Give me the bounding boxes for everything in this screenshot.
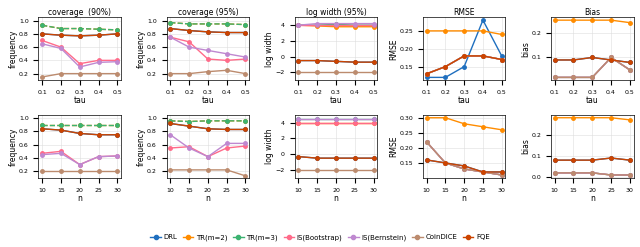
X-axis label: n: n	[333, 194, 339, 203]
Y-axis label: frequency: frequency	[8, 30, 17, 68]
X-axis label: tau: tau	[458, 96, 470, 105]
Y-axis label: RMSE: RMSE	[389, 38, 398, 60]
Y-axis label: frequency: frequency	[8, 127, 17, 165]
Title: RMSE: RMSE	[453, 7, 475, 17]
Title: coverage  (90%): coverage (90%)	[48, 7, 111, 17]
Title: coverage (95%): coverage (95%)	[177, 7, 238, 17]
Y-axis label: log width: log width	[266, 129, 275, 164]
Y-axis label: bias: bias	[521, 138, 530, 154]
X-axis label: tau: tau	[202, 96, 214, 105]
X-axis label: tau: tau	[74, 96, 86, 105]
X-axis label: n: n	[77, 194, 82, 203]
X-axis label: n: n	[205, 194, 211, 203]
X-axis label: n: n	[461, 194, 467, 203]
Y-axis label: frequency: frequency	[136, 127, 145, 165]
X-axis label: tau: tau	[330, 96, 342, 105]
Title: Bias: Bias	[584, 7, 600, 17]
Y-axis label: log width: log width	[266, 31, 275, 66]
Title: log width (95%): log width (95%)	[306, 7, 366, 17]
Y-axis label: RMSE: RMSE	[389, 136, 398, 157]
Legend: DRL, TR(m=2), TR(m=3), IS(Bootstrap), IS(Bernstein), CoinDICE, FQE: DRL, TR(m=2), TR(m=3), IS(Bootstrap), IS…	[148, 231, 492, 244]
X-axis label: tau: tau	[586, 96, 598, 105]
X-axis label: n: n	[590, 194, 595, 203]
Y-axis label: bias: bias	[521, 41, 530, 57]
Y-axis label: frequency: frequency	[136, 30, 145, 68]
